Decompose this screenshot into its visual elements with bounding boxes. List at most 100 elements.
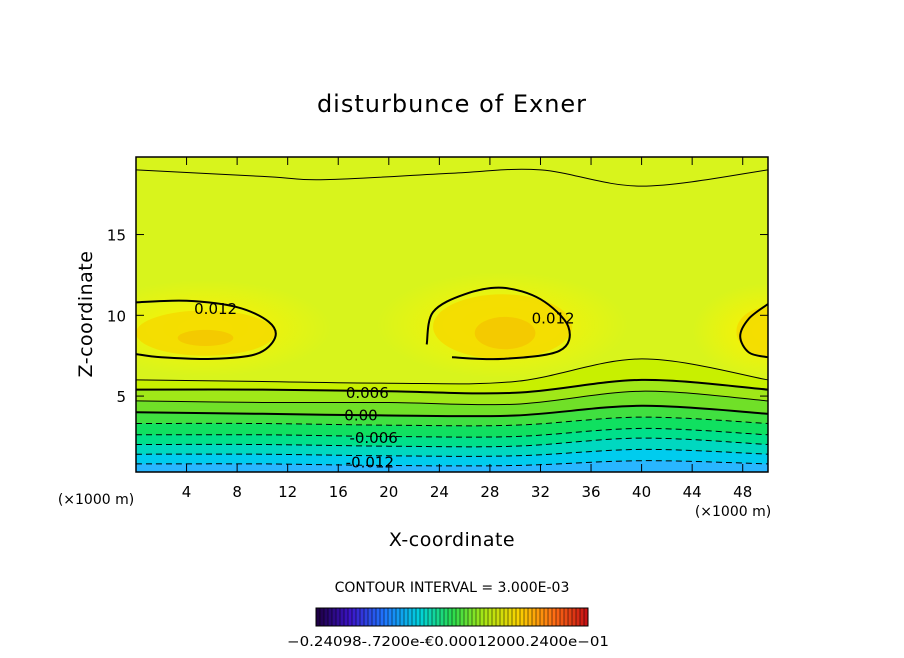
maximum-fill [736, 307, 768, 356]
contour-label: 0.012 [194, 300, 237, 318]
colorbar-cell [536, 608, 541, 626]
colorbar-cell [380, 608, 385, 626]
contour-line [136, 448, 768, 457]
colorbar-cell [468, 608, 473, 626]
colorbar-cell [396, 608, 401, 626]
colorbar-cell [372, 608, 377, 626]
colorbar-cell [584, 608, 589, 626]
x-axis: 4 8 12 16 20 24 28 32 36 40 44 48 [182, 157, 752, 501]
x-tick-label: 28 [480, 483, 499, 501]
y-unit-label: (×1000 m) [58, 492, 134, 508]
contour-line [136, 168, 768, 187]
colorbar-cell [400, 608, 405, 626]
colorbar-cell [404, 608, 409, 626]
colorbar-cell [580, 608, 585, 626]
contour-interval-text: CONTOUR INTERVAL = 3.000E-03 [335, 580, 570, 596]
colorbar-cell [544, 608, 549, 626]
colorbar-cell [532, 608, 537, 626]
colorbar-cell [452, 608, 457, 626]
colorbar-cell [368, 608, 373, 626]
colorbar-cell [460, 608, 465, 626]
colorbar-cell [360, 608, 365, 626]
colorbar [315, 607, 589, 627]
contour-label: -0.006 [349, 429, 397, 447]
contour-line [136, 437, 768, 448]
colorbar-cell [516, 608, 521, 626]
colorbar-cell [552, 608, 557, 626]
colorbar-cell [464, 608, 469, 626]
colorbar-cell [508, 608, 513, 626]
colorbar-cell [324, 608, 329, 626]
x-tick-label: 24 [430, 483, 449, 501]
colorbar-cell [356, 608, 361, 626]
y-tick-label: 5 [116, 388, 126, 406]
colorbar-cell [352, 608, 357, 626]
x-tick-label: 48 [733, 483, 752, 501]
contour-line [136, 358, 768, 385]
colorbar-cell [540, 608, 545, 626]
x-tick-label: 44 [683, 483, 702, 501]
x-unit-label: (×1000 m) [695, 504, 771, 520]
colorbar-cell [572, 608, 577, 626]
colorbar-cell [500, 608, 505, 626]
x-tick-label: 40 [632, 483, 651, 501]
colorbar-cell [560, 608, 565, 626]
colorbar-cell [528, 608, 533, 626]
x-tick-label: 32 [531, 483, 550, 501]
colorbar-cell [420, 608, 425, 626]
colorbar-cell [384, 608, 389, 626]
colorbar-cell [388, 608, 393, 626]
colorbar-cell [316, 608, 321, 626]
colorbar-cell [488, 608, 493, 626]
colorbar-cell [348, 608, 353, 626]
colorbar-cell [424, 608, 429, 626]
y-axis: 5 10 15 [107, 227, 768, 406]
high-region [692, 283, 768, 380]
y-tick-label: 15 [107, 227, 126, 245]
colorbar-cell [524, 608, 529, 626]
colorbar-cell [548, 608, 553, 626]
x-tick-label: 36 [581, 483, 600, 501]
colorbar-frame [315, 607, 589, 627]
contour-band [136, 460, 768, 472]
colorbar-cell [564, 608, 569, 626]
colorbar-cell [492, 608, 497, 626]
x-tick-label: 4 [182, 483, 192, 501]
x-tick-label: 12 [278, 483, 297, 501]
colorbar-cell [436, 608, 441, 626]
colorbar-cell [568, 608, 573, 626]
y-tick-label: 10 [107, 307, 126, 325]
plot-area [136, 157, 768, 472]
x-tick-label: 20 [379, 483, 398, 501]
y-axis-label: Z-coordinate [75, 251, 97, 378]
contour-label: 0.00 [344, 406, 377, 424]
colorbar-cell [496, 608, 501, 626]
colorbar-cell [332, 608, 337, 626]
colorbar-cell [428, 608, 433, 626]
contour-line [136, 416, 768, 427]
x-tick-label: 8 [232, 483, 242, 501]
colorbar-cell [408, 608, 413, 626]
colorbar-cell [448, 608, 453, 626]
plot-frame [135, 156, 769, 473]
colorbar-cell [440, 608, 445, 626]
x-axis-label: X-coordinate [389, 529, 515, 551]
colorbar-cell [328, 608, 333, 626]
colorbar-cell [520, 608, 525, 626]
contour-line [136, 427, 768, 438]
colorbar-cell [412, 608, 417, 626]
colorbar-cell [504, 608, 509, 626]
maximum-fill [177, 329, 234, 346]
colorbar-cell [512, 608, 517, 626]
contour-line-closed [136, 299, 277, 361]
maximum-fill [474, 316, 536, 350]
colorbar-cell [456, 608, 461, 626]
colorbar-cell [320, 608, 325, 626]
colorbar-cell [484, 608, 489, 626]
colorbar-cell [340, 608, 345, 626]
colorbar-cell [476, 608, 481, 626]
colorbar-cell [336, 608, 341, 626]
contour-line [136, 404, 768, 418]
contour-labels: 0.012 0.012 0.006 0.00 -0.006 -0.012 [194, 300, 574, 471]
